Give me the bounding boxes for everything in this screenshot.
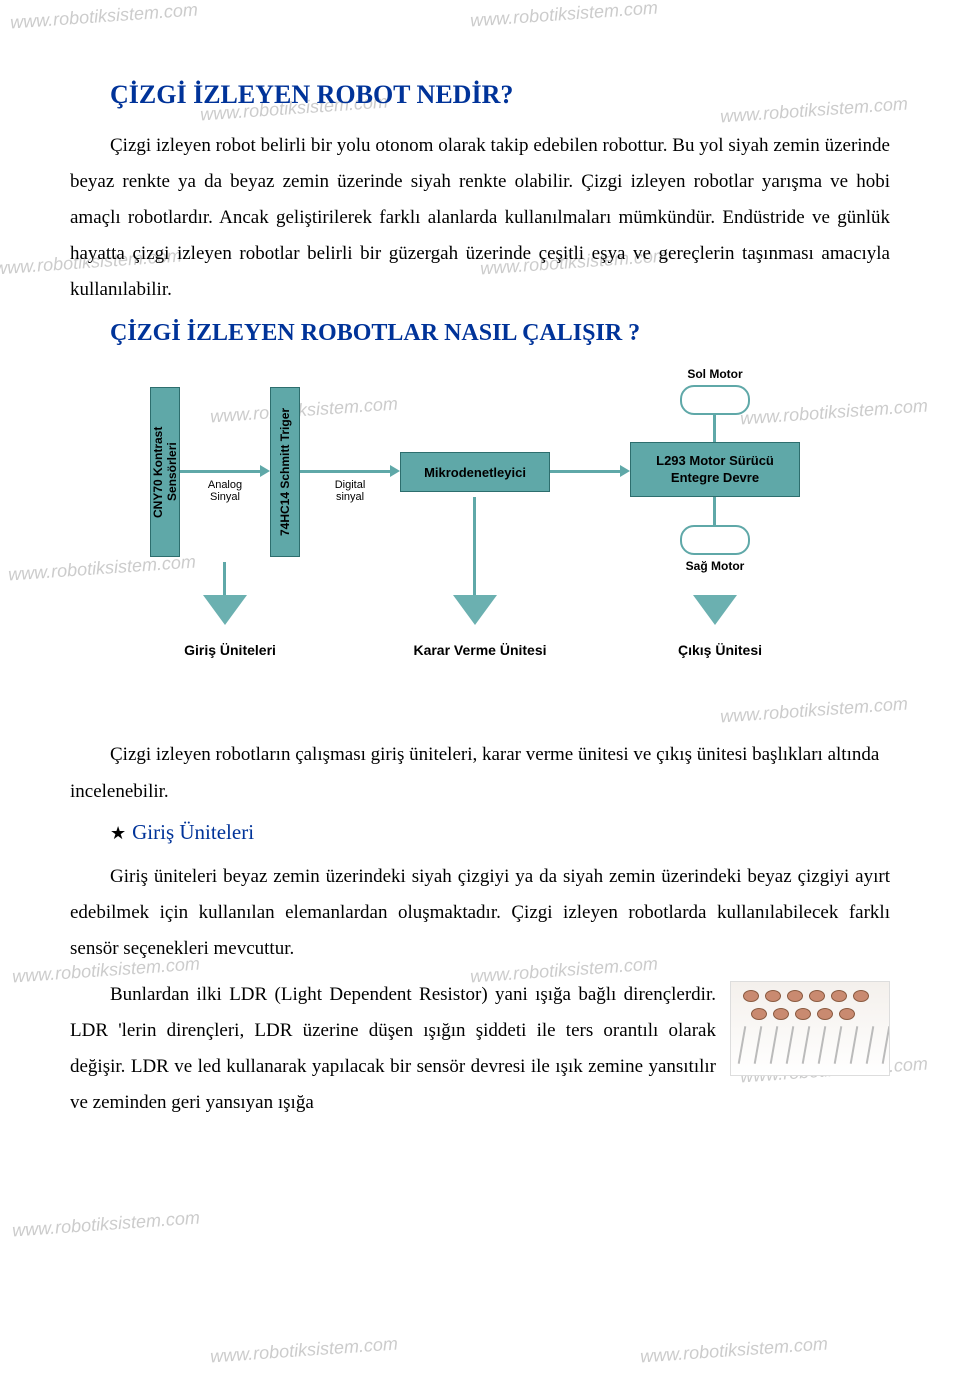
edge-digital: Digital sinyal [320, 479, 380, 503]
paragraph-intro: Çizgi izleyen robot belirli bir yolu oto… [70, 128, 890, 308]
cat-karar: Karar Verme Ünitesi [395, 642, 565, 658]
heading-2: ÇİZGİ İZLEYEN ROBOTLAR NASIL ÇALIŞIR ? [110, 320, 890, 347]
cat-cikis: Çıkış Ünitesi [655, 642, 785, 658]
label-sol-motor: Sol Motor [665, 367, 765, 381]
block-mcu: Mikrodenetleyici [400, 452, 550, 492]
block-74hc14: 74HC14 Schmitt Triger [270, 387, 300, 557]
ldr-image [730, 981, 890, 1076]
paragraph-2: Çizgi izleyen robotların çalışması giriş… [70, 737, 890, 809]
edge-analog: Analog Sinyal [195, 479, 255, 503]
heading-1: ÇİZGİ İZLEYEN ROBOT NEDİR? [70, 80, 890, 110]
page-content: ÇİZGİ İZLEYEN ROBOT NEDİR? Çizgi izleyen… [0, 0, 960, 1171]
star-icon: ★ [110, 823, 126, 843]
cat-giris: Giriş Üniteleri [160, 642, 300, 658]
sub-heading-text: Giriş Üniteleri [132, 820, 254, 844]
paragraph-3: Giriş üniteleri beyaz zemin üzerindeki s… [70, 859, 890, 967]
block-l293: L293 Motor Sürücü Entegre Devre [630, 442, 800, 497]
block-diagram: CNY70 Kontrast Sensörleri 74HC14 Schmitt… [120, 367, 840, 707]
block-cny70: CNY70 Kontrast Sensörleri [150, 387, 180, 557]
label-sag-motor: Sağ Motor [665, 559, 765, 573]
l293-line1: L293 Motor Sürücü [656, 453, 774, 470]
sub-heading-giris: ★ Giriş Üniteleri [110, 820, 890, 845]
watermark: www.robotiksistem.com [209, 1333, 398, 1367]
watermark: www.robotiksistem.com [639, 1333, 828, 1367]
watermark: www.robotiksistem.com [11, 1207, 200, 1241]
l293-line2: Entegre Devre [671, 470, 759, 487]
